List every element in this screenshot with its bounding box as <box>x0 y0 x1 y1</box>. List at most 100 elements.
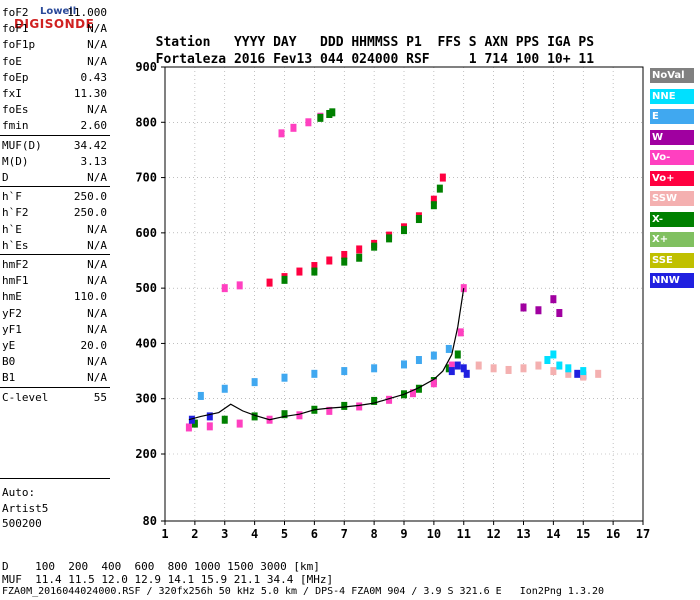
param-label: foF1p <box>2 38 36 52</box>
param-value: N/A <box>87 54 107 68</box>
data-point <box>580 372 587 381</box>
logo-lowell: Lowell <box>40 6 77 17</box>
data-point <box>535 306 542 315</box>
param-label: foF2 <box>2 6 29 19</box>
data-point <box>278 129 285 138</box>
x-tick-label: 5 <box>281 527 288 541</box>
chart-grid <box>165 67 643 521</box>
x-tick-label: 12 <box>486 527 500 541</box>
param-value: 250.0 <box>73 206 107 220</box>
chart-marks <box>185 108 602 432</box>
legend-item: SSW <box>650 191 694 206</box>
chart-axes: 1 2 3 4 5 6 7 8 9 10 11 12 13 14 15 16 17802003004005006… <box>135 60 650 541</box>
data-point <box>341 257 348 266</box>
plot-frame <box>164 66 644 522</box>
param-label: M(D) <box>2 154 29 168</box>
header-label-ffs: FFS <box>437 35 461 50</box>
legend-item: NoVal <box>650 68 694 83</box>
data-point <box>448 361 455 370</box>
header-label-iga: IGA <box>547 35 571 50</box>
header-label-date: YYYY DAY <box>233 35 297 50</box>
data-point <box>311 262 318 271</box>
data-point <box>341 401 348 410</box>
param-value: N/A <box>87 103 107 117</box>
data-point <box>281 373 288 382</box>
data-point <box>535 361 542 370</box>
data-point <box>550 295 557 304</box>
x-tick-label: 16 <box>606 527 620 541</box>
param-label: hmE <box>2 290 22 304</box>
data-point <box>305 118 312 127</box>
y-tick-label: 300 <box>135 392 157 406</box>
data-point <box>371 242 378 251</box>
param-separator <box>0 134 110 136</box>
x-tick-label: 4 <box>251 527 258 541</box>
param-value: N/A <box>87 306 107 320</box>
data-point <box>290 123 297 132</box>
param-value: 250.0 <box>73 190 107 204</box>
legend-item: X+ <box>650 232 694 247</box>
x-tick-label: 1 <box>161 527 168 541</box>
data-point <box>221 415 228 424</box>
x-tick-label: 9 <box>400 527 407 541</box>
data-point <box>430 195 437 204</box>
data-point <box>505 365 512 374</box>
data-point <box>565 364 572 373</box>
data-point <box>329 108 336 117</box>
data-point <box>356 402 363 411</box>
param-value: N/A <box>87 22 107 36</box>
data-point <box>401 360 407 369</box>
legend-item: NNE <box>650 88 694 104</box>
x-tick-label: 6 <box>311 527 318 541</box>
data-point <box>520 364 527 373</box>
data-point <box>550 367 557 376</box>
data-point <box>430 351 437 360</box>
param-label: yF1 <box>2 322 22 336</box>
footer-d-values: 100 200 400 600 800 1000 1500 3000 [km] <box>35 560 320 573</box>
data-point <box>188 415 195 424</box>
param-separator <box>0 386 110 388</box>
x-tick-label: 7 <box>341 527 348 541</box>
header-label-station: Station <box>155 35 211 50</box>
data-point <box>206 412 213 421</box>
data-point <box>341 250 348 259</box>
data-point <box>439 173 446 182</box>
data-point <box>454 361 461 370</box>
data-point <box>475 361 482 370</box>
param-value: 110.0 <box>73 290 107 304</box>
footer-muf-values: 11.4 11.5 12.0 12.9 14.1 15.9 21.1 34.4 … <box>35 573 334 586</box>
legend-item: W <box>650 129 694 145</box>
data-point <box>415 356 422 365</box>
param-label: D <box>2 171 9 184</box>
param-value: 3.13 <box>80 154 108 168</box>
data-point <box>185 423 192 432</box>
data-point <box>356 253 363 262</box>
param-separator <box>0 478 110 479</box>
data-point <box>457 328 464 337</box>
param-label: yE <box>2 339 16 352</box>
legend-item: Vo- <box>650 150 694 165</box>
data-point <box>236 419 243 428</box>
data-point <box>448 367 455 376</box>
param-label: hmF2 <box>2 258 29 271</box>
param-label: foEs <box>2 103 29 117</box>
header-value-date: 2016 Fev13 <box>233 52 313 67</box>
data-point <box>221 384 228 393</box>
header-labels: Station YYYY DAY DDD HHMMSS P1 FFS S AXN… <box>140 20 594 50</box>
legend-item: E <box>650 109 694 124</box>
header-label-doy: DDD <box>320 35 344 50</box>
data-point <box>296 411 303 420</box>
header-value-doy: 044 <box>320 52 344 67</box>
y-tick-label: 80 <box>143 514 157 528</box>
param-value: 34.42 <box>73 138 107 152</box>
param-label: h`Es <box>2 238 29 252</box>
legend-item: NNW <box>650 273 694 288</box>
data-point <box>595 369 602 378</box>
data-point <box>311 369 318 378</box>
param-separator <box>0 254 110 255</box>
data-point <box>409 389 416 398</box>
data-point <box>341 367 348 376</box>
auto-version: 500200 <box>2 517 42 530</box>
x-tick-label: 14 <box>546 527 560 541</box>
data-point <box>430 201 437 210</box>
